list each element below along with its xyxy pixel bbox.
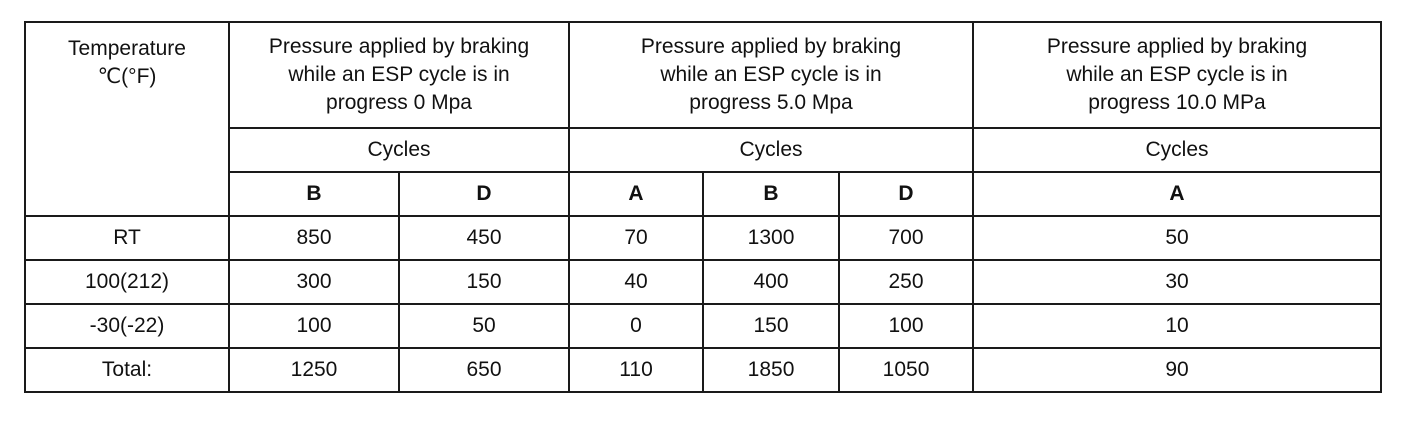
subcolumn-header: A [972,171,1383,217]
row-temperature: Total: [24,347,230,393]
group-header-line: progress 5.0 Mpa [689,91,853,114]
row-temperature: -30(-22) [24,303,230,349]
cell-value: 110 [568,347,705,393]
group-header-line: Pressure applied by braking [640,35,902,58]
subcolumn-header: D [838,171,975,217]
total-row: Total: 1250 650 110 1850 1050 90 [24,347,1383,393]
cell-value: 1850 [702,347,841,393]
row-temperature: 100(212) [24,259,230,305]
temperature-header-line: Temperature [68,37,186,60]
header-row: Temperature ℃(°F) Pressure applied by br… [24,21,1383,217]
cell-value: 70 [568,215,705,261]
cell-value: 100 [228,303,400,349]
cell-value: 50 [972,215,1383,261]
cell-value: 1250 [228,347,400,393]
group-header-line: while an ESP cycle is in [660,63,882,86]
subcolumn-header: B [702,171,841,217]
group-header-line: Pressure applied by braking [1046,35,1308,58]
cell-value: 850 [228,215,400,261]
cell-value: 1050 [838,347,975,393]
group-header-line: progress 10.0 MPa [1088,91,1266,114]
cycles-label: Cycles [568,127,975,173]
cell-value: 400 [702,259,841,305]
group-header-line: while an ESP cycle is in [1066,63,1288,86]
esp-cycle-table: Temperature ℃(°F) Pressure applied by br… [24,21,1383,393]
group-header-5mpa: Pressure applied by braking while an ESP… [568,21,975,129]
cell-value: 90 [972,347,1383,393]
group-header-line: while an ESP cycle is in [288,63,510,86]
group-header-line: progress 0 Mpa [326,91,472,114]
cycles-label: Cycles [227,127,571,173]
temperature-unit-line: ℃(°F) [97,65,157,88]
cell-value: 30 [972,259,1383,305]
cell-value: 250 [838,259,975,305]
subcolumn-row: B D A B D A [25,171,1383,217]
subcolumn-header: D [397,171,571,217]
cell-value: 700 [838,215,975,261]
temperature-header: Temperature ℃(°F) [24,21,230,217]
cell-value: 150 [397,259,571,305]
cell-value: 650 [397,347,571,393]
group-header-10mpa: Pressure applied by braking while an ESP… [972,21,1383,129]
table-row: 100(212) 300 150 40 400 250 30 [24,259,1383,305]
row-temperature: RT [24,215,230,261]
cell-value: 10 [972,303,1383,349]
group-header-line: Pressure applied by braking [268,35,530,58]
cycles-row: Cycles Cycles Cycles [25,127,1383,173]
cell-value: 150 [702,303,841,349]
cell-value: 0 [568,303,705,349]
table-row: -30(-22) 100 50 0 150 100 10 [24,303,1383,349]
cell-value: 50 [397,303,571,349]
cell-value: 300 [228,259,400,305]
subcolumn-header: B [228,171,400,217]
cell-value: 100 [838,303,975,349]
subcolumn-header: A [568,171,705,217]
cell-value: 450 [397,215,571,261]
cell-value: 40 [568,259,705,305]
cell-value: 1300 [702,215,841,261]
table-row: RT 850 450 70 1300 700 50 [24,215,1383,261]
group-header-0mpa: Pressure applied by braking while an ESP… [227,21,571,129]
cycles-label: Cycles [972,127,1383,173]
